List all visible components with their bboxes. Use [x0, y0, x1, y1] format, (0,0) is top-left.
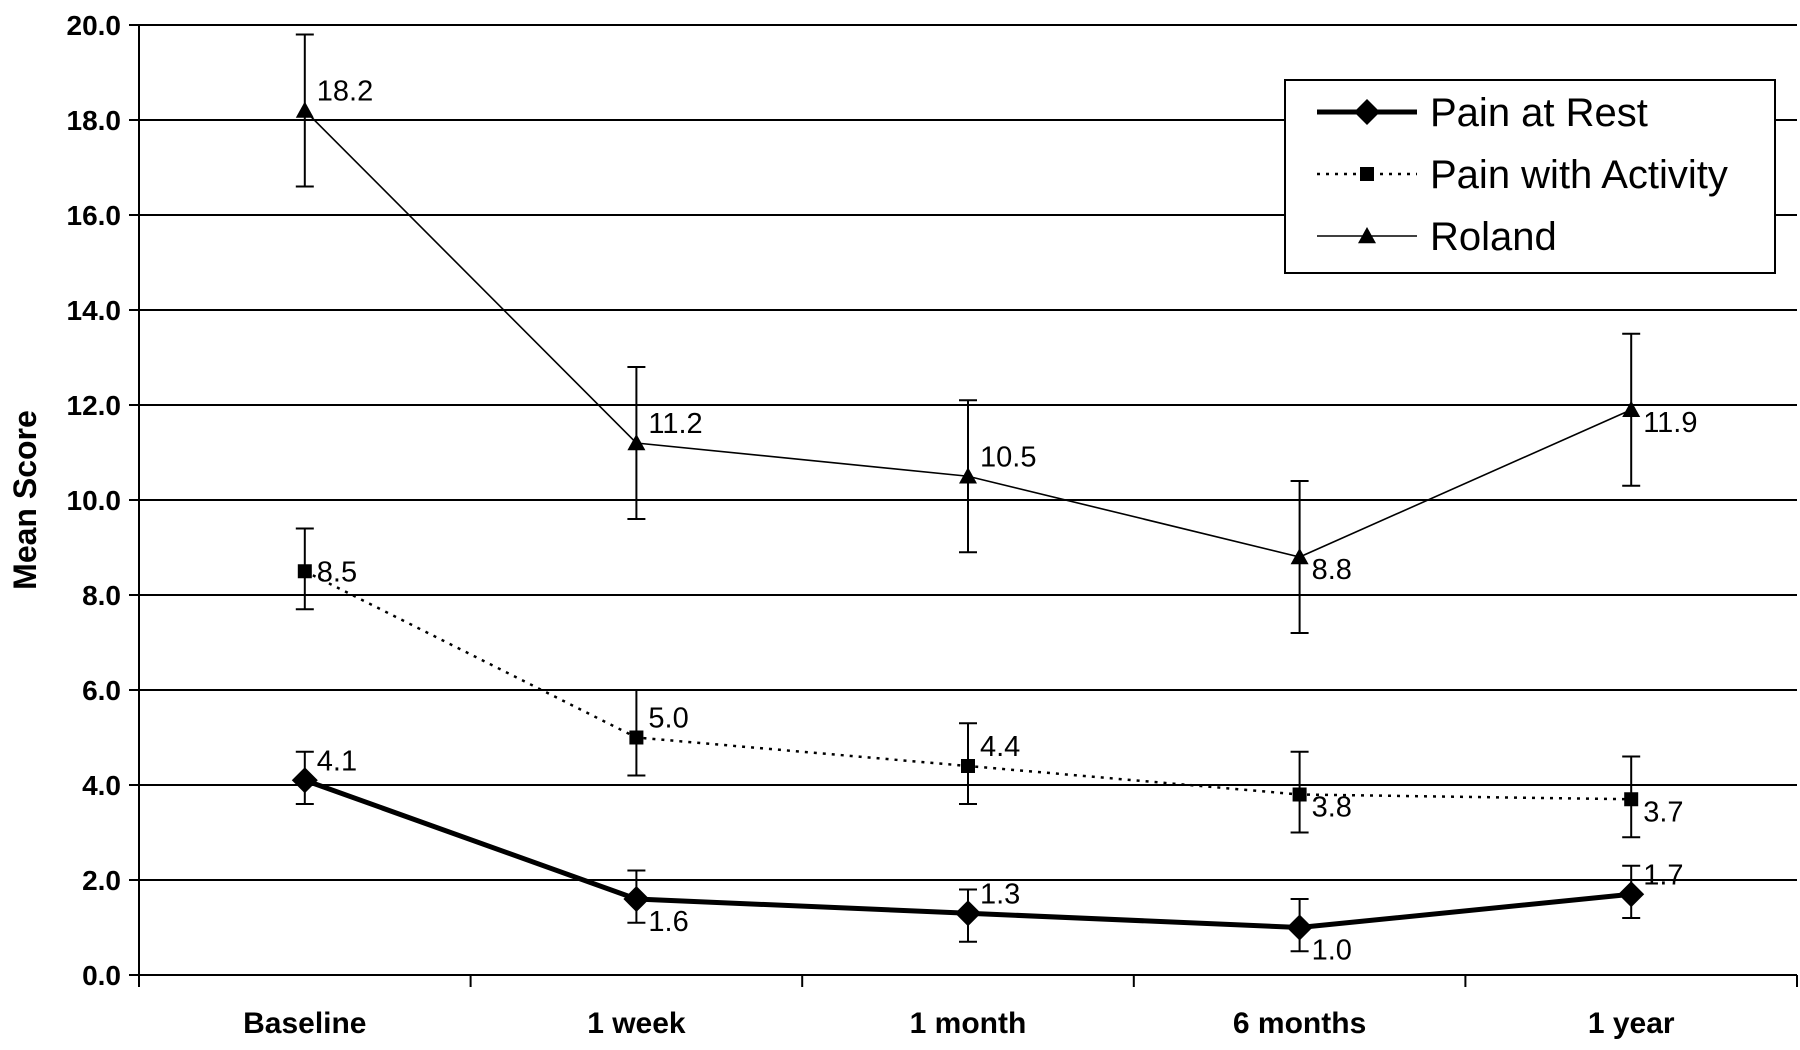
y-tick-label: 4.0	[82, 770, 121, 801]
series-pain-at-rest: 4.1 1.6 1.3 1.0 1.7	[291, 745, 1684, 967]
data-label: 8.5	[317, 556, 357, 588]
x-tick-label: 1 week	[587, 1007, 686, 1040]
y-tick-label: 14.0	[67, 295, 122, 326]
marker-diamond	[1354, 99, 1380, 125]
data-label: 1.6	[648, 906, 688, 938]
legend-label: Pain at Rest	[1430, 91, 1648, 135]
data-label: 1.0	[1312, 935, 1352, 967]
data-label: 11.2	[648, 408, 702, 440]
marker-square	[629, 730, 644, 745]
legend-item: Roland	[1317, 215, 1557, 259]
marker-diamond	[1618, 881, 1645, 908]
x-tick-label: Baseline	[243, 1007, 366, 1040]
legend-label: Roland	[1430, 215, 1557, 259]
y-tick-label: 18.0	[67, 105, 122, 136]
y-tick-label: 6.0	[82, 675, 121, 706]
data-label: 11.9	[1643, 407, 1697, 439]
y-tick-label: 0.0	[82, 960, 121, 991]
marker-triangle	[1358, 227, 1376, 244]
marker-square	[1624, 792, 1639, 807]
x-tick-label: 1 month	[910, 1007, 1027, 1040]
y-tick-label: 16.0	[67, 200, 122, 231]
marker-triangle	[295, 101, 314, 118]
y-tick-label: 8.0	[82, 580, 121, 611]
y-tick-label: 20.0	[67, 10, 122, 41]
data-label: 8.8	[1312, 554, 1352, 586]
data-label: 1.7	[1643, 859, 1683, 891]
marker-triangle	[959, 467, 977, 484]
marker-triangle	[1290, 548, 1309, 565]
data-label: 10.5	[980, 441, 1036, 473]
marker-triangle	[1622, 400, 1641, 417]
marker-diamond	[623, 886, 650, 912]
x-tick-label: 6 months	[1233, 1007, 1366, 1040]
y-tick-label: 10.0	[67, 485, 122, 516]
legend-item: Pain with Activity	[1317, 153, 1728, 197]
marker-diamond	[291, 767, 318, 794]
data-label: 5.0	[648, 703, 688, 735]
marker-diamond	[1286, 914, 1313, 941]
data-label: 18.2	[317, 76, 373, 108]
marker-square	[1292, 787, 1307, 802]
marker-square	[1360, 167, 1374, 181]
series-pain-with-activity: 8.5 5.0 4.4 3.8 3.7	[295, 527, 1684, 839]
x-tick-labels: Baseline 1 week 1 month 6 months 1 year	[243, 1007, 1675, 1040]
y-tick-label: 12.0	[67, 390, 122, 421]
series: 18.2 11.2 10.5 8.8 11.9 8.5 5.0 4.4 3.8 3.7 4.1 1.6…	[291, 33, 1697, 967]
data-label: 3.8	[1312, 792, 1352, 824]
y-tick-label: 2.0	[82, 865, 121, 896]
data-label: 4.1	[317, 745, 357, 777]
data-label: 3.7	[1643, 796, 1683, 828]
legend-label: Pain with Activity	[1430, 153, 1728, 197]
legend-item: Pain at Rest	[1317, 91, 1648, 135]
marker-triangle	[627, 434, 646, 451]
marker-square	[961, 759, 975, 773]
series-roland: 18.2 11.2 10.5 8.8 11.9	[295, 33, 1697, 634]
data-label: 4.4	[980, 731, 1020, 763]
axes	[129, 24, 1798, 987]
data-label: 1.3	[980, 878, 1020, 910]
y-axis-title: Mean Score	[7, 410, 43, 590]
y-tick-labels: 0.0 2.0 4.0 6.0 8.0 10.0 12.0 14.0 16.0 18.0 20.0	[67, 10, 122, 991]
x-tick-label: 1 year	[1588, 1007, 1675, 1040]
legend: Pain at Rest Pain with Activity Roland	[1284, 79, 1776, 274]
marker-square	[297, 564, 312, 579]
marker-diamond	[955, 900, 981, 927]
